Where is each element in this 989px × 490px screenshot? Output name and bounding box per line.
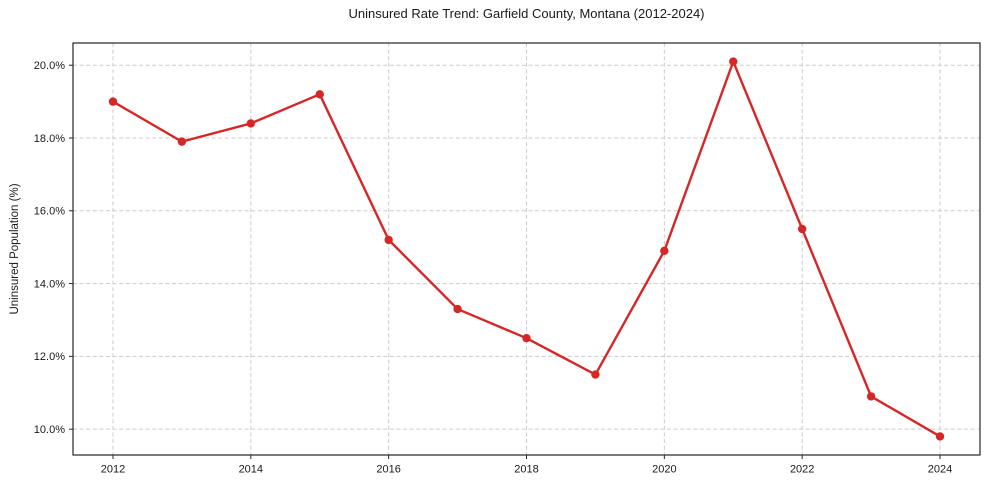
chart-title: Uninsured Rate Trend: Garfield County, M… bbox=[348, 6, 705, 21]
y-tick-label: 16.0% bbox=[34, 206, 65, 218]
data-point bbox=[177, 137, 187, 146]
x-tick-label: 2022 bbox=[790, 464, 814, 476]
data-point bbox=[522, 333, 531, 343]
data-point bbox=[729, 57, 738, 66]
x-tick-label: 2024 bbox=[928, 464, 952, 476]
x-tick-label: 2020 bbox=[652, 464, 676, 476]
x-tick-label: 2018 bbox=[514, 464, 538, 476]
x-tick-label: 2014 bbox=[239, 464, 263, 476]
y-tick-label: 10.0% bbox=[34, 424, 65, 436]
x-tick-label: 2016 bbox=[376, 464, 400, 476]
y-tick-label: 18.0% bbox=[34, 133, 65, 145]
data-point bbox=[246, 119, 256, 128]
y-tick-label: 14.0% bbox=[34, 278, 65, 290]
data-point bbox=[453, 304, 462, 314]
y-tick-label: 20.0% bbox=[34, 60, 65, 72]
x-tick-label: 2012 bbox=[101, 464, 125, 476]
data-point bbox=[591, 370, 600, 379]
data-point bbox=[108, 97, 118, 106]
data-point bbox=[315, 90, 324, 99]
y-tick-label: 12.0% bbox=[34, 351, 65, 363]
data-point bbox=[866, 392, 876, 401]
data-point bbox=[384, 235, 393, 245]
data-point bbox=[935, 432, 945, 441]
data-point bbox=[797, 224, 807, 234]
data-point bbox=[660, 246, 669, 256]
